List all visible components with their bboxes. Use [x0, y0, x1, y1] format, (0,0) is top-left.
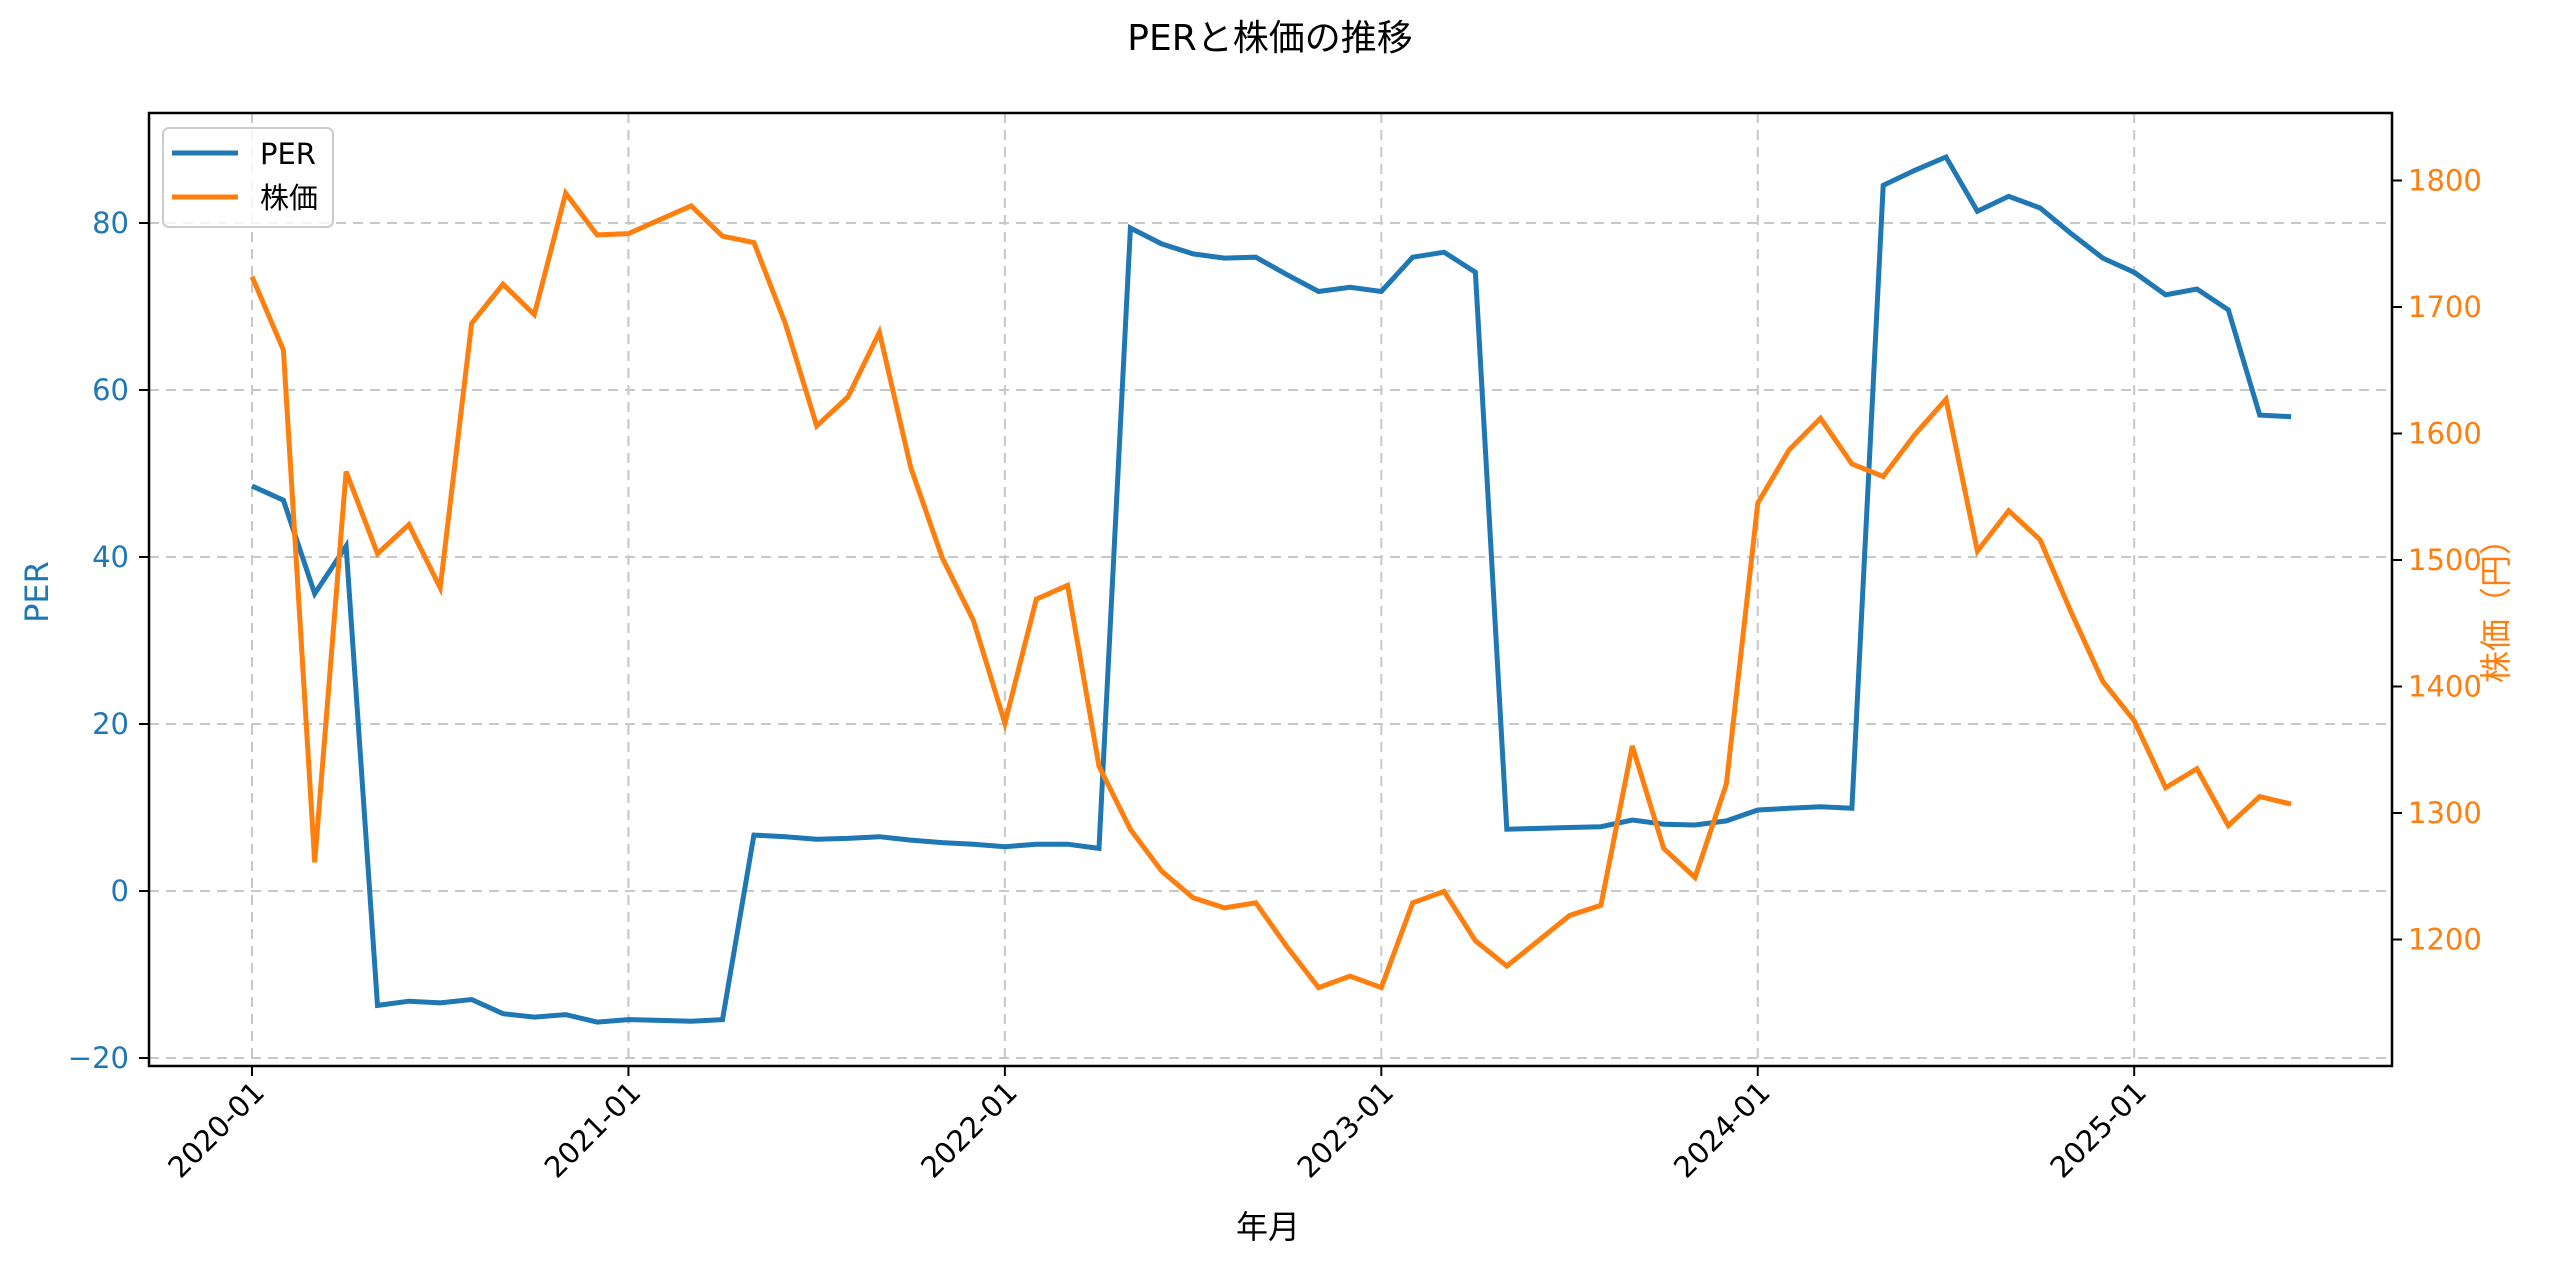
left-tick-label: 80	[92, 206, 129, 240]
right-tick-label: 1200	[2408, 923, 2482, 957]
left-tick-label: 60	[92, 373, 129, 407]
left-tick-label: 0	[111, 874, 129, 908]
x-axis-label: 年月	[1236, 1208, 1300, 1246]
right-y-axis: 1200 1300 1400 1500 1600 1700 1800	[2392, 164, 2482, 957]
legend: PER 株価	[162, 127, 334, 228]
plot-frame	[147, 111, 2394, 1068]
stock-price-line	[249, 187, 2292, 991]
legend-stock-label: 株価	[260, 181, 318, 215]
right-axis-label: 株価（円）	[2477, 523, 2515, 683]
right-tick-label: 1600	[2408, 417, 2482, 451]
right-tick-label: 1300	[2408, 796, 2482, 830]
right-tick-label: 1400	[2408, 670, 2482, 704]
left-tick-label: −20	[68, 1041, 129, 1075]
chart-title: PERと株価の推移	[1127, 18, 1412, 59]
right-tick-label: 1800	[2408, 164, 2482, 198]
left-y-axis: −20 0 20 40 60 80	[68, 206, 149, 1075]
left-tick-label: 40	[92, 540, 129, 574]
per-line	[250, 153, 2292, 1025]
legend-per-label: PER	[260, 137, 316, 171]
series-lines	[249, 153, 2292, 1025]
right-tick-label: 1700	[2408, 290, 2482, 324]
right-tick-label: 1500	[2408, 543, 2482, 577]
left-tick-label: 20	[92, 707, 129, 741]
left-axis-label: PER	[18, 561, 56, 623]
